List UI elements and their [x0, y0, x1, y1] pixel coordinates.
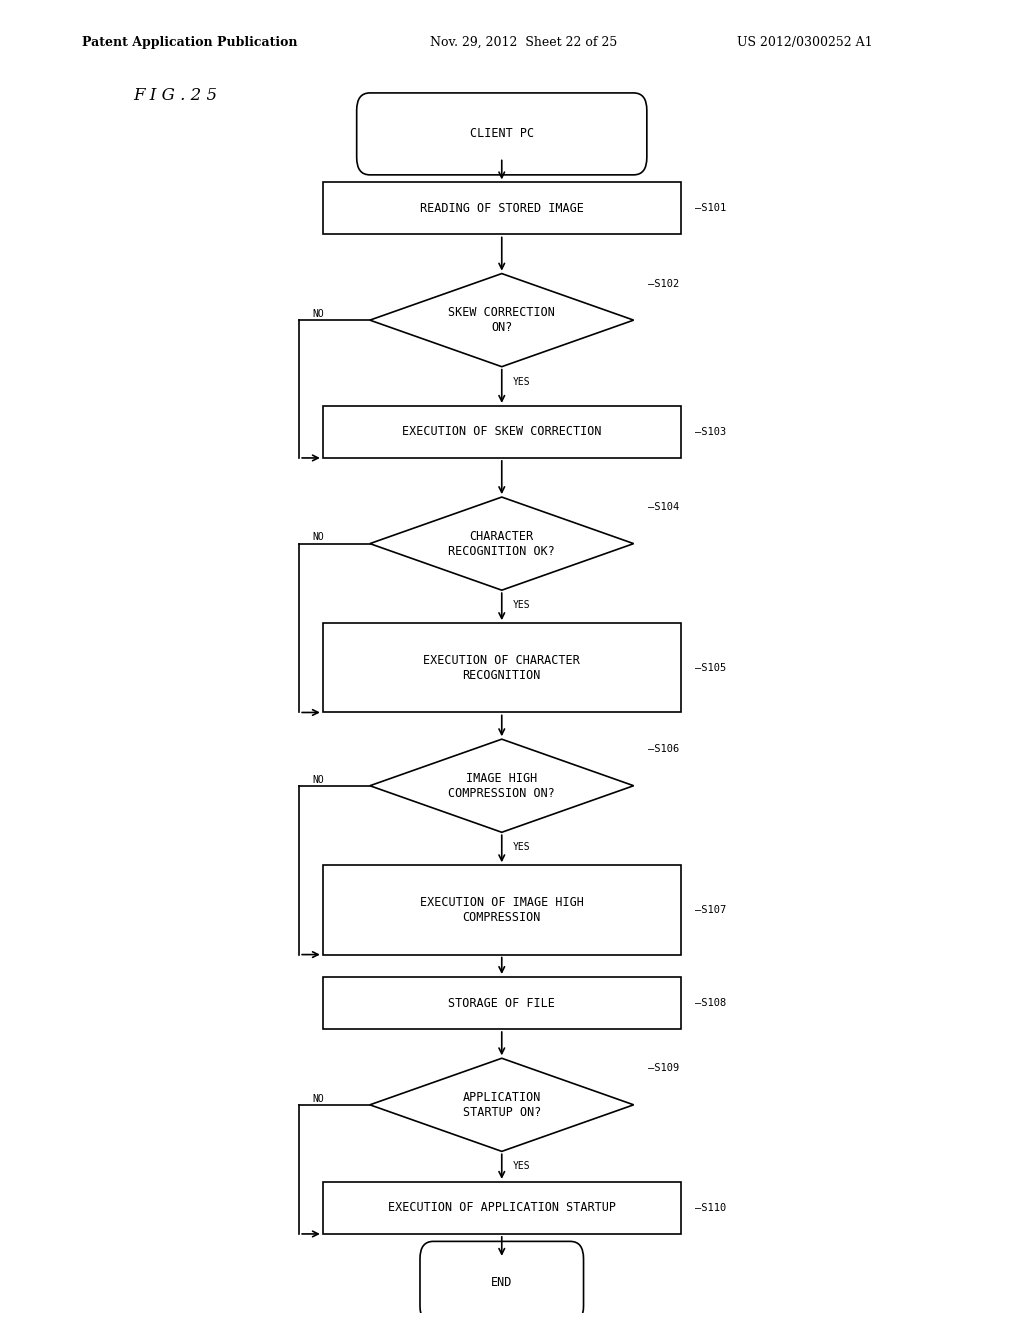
Text: —S102: —S102 — [648, 279, 679, 289]
Text: YES: YES — [513, 601, 530, 610]
Text: NO: NO — [312, 775, 324, 784]
Text: READING OF STORED IMAGE: READING OF STORED IMAGE — [420, 202, 584, 215]
Text: EXECUTION OF APPLICATION STARTUP: EXECUTION OF APPLICATION STARTUP — [388, 1201, 615, 1214]
Text: CLIENT PC: CLIENT PC — [470, 128, 534, 140]
Text: NO: NO — [312, 1093, 324, 1104]
Text: EXECUTION OF CHARACTER
RECOGNITION: EXECUTION OF CHARACTER RECOGNITION — [423, 653, 581, 681]
Text: Patent Application Publication: Patent Application Publication — [82, 36, 297, 49]
Text: F I G . 2 5: F I G . 2 5 — [133, 87, 217, 103]
Text: EXECUTION OF SKEW CORRECTION: EXECUTION OF SKEW CORRECTION — [402, 425, 601, 438]
Polygon shape — [370, 739, 634, 833]
Bar — [323, 865, 681, 954]
Text: IMAGE HIGH
COMPRESSION ON?: IMAGE HIGH COMPRESSION ON? — [449, 772, 555, 800]
Polygon shape — [370, 273, 634, 367]
Text: US 2012/0300252 A1: US 2012/0300252 A1 — [737, 36, 872, 49]
Text: NO: NO — [312, 309, 324, 319]
Text: —S104: —S104 — [648, 502, 679, 512]
FancyBboxPatch shape — [420, 1241, 584, 1320]
Text: —S110: —S110 — [695, 1203, 726, 1213]
Text: NO: NO — [312, 532, 324, 543]
Text: —S106: —S106 — [648, 744, 679, 754]
Text: —S108: —S108 — [695, 998, 726, 1008]
Bar — [323, 182, 681, 235]
Polygon shape — [370, 1059, 634, 1151]
Text: —S101: —S101 — [695, 203, 726, 214]
Text: YES: YES — [513, 842, 530, 853]
Text: —S103: —S103 — [695, 426, 726, 437]
Text: STORAGE OF FILE: STORAGE OF FILE — [449, 997, 555, 1010]
FancyBboxPatch shape — [356, 92, 647, 174]
Polygon shape — [370, 498, 634, 590]
Text: —S107: —S107 — [695, 906, 726, 915]
Text: EXECUTION OF IMAGE HIGH
COMPRESSION: EXECUTION OF IMAGE HIGH COMPRESSION — [420, 896, 584, 924]
Text: —S109: —S109 — [648, 1063, 679, 1073]
Text: APPLICATION
STARTUP ON?: APPLICATION STARTUP ON? — [463, 1090, 541, 1119]
Text: END: END — [492, 1276, 512, 1288]
Bar — [323, 977, 681, 1030]
Text: YES: YES — [513, 376, 530, 387]
Text: SKEW CORRECTION
ON?: SKEW CORRECTION ON? — [449, 306, 555, 334]
Bar — [323, 405, 681, 458]
Text: YES: YES — [513, 1162, 530, 1171]
Text: —S105: —S105 — [695, 663, 726, 673]
Text: CHARACTER
RECOGNITION OK?: CHARACTER RECOGNITION OK? — [449, 529, 555, 557]
Bar — [323, 1181, 681, 1234]
Text: Nov. 29, 2012  Sheet 22 of 25: Nov. 29, 2012 Sheet 22 of 25 — [430, 36, 617, 49]
Bar — [323, 623, 681, 713]
